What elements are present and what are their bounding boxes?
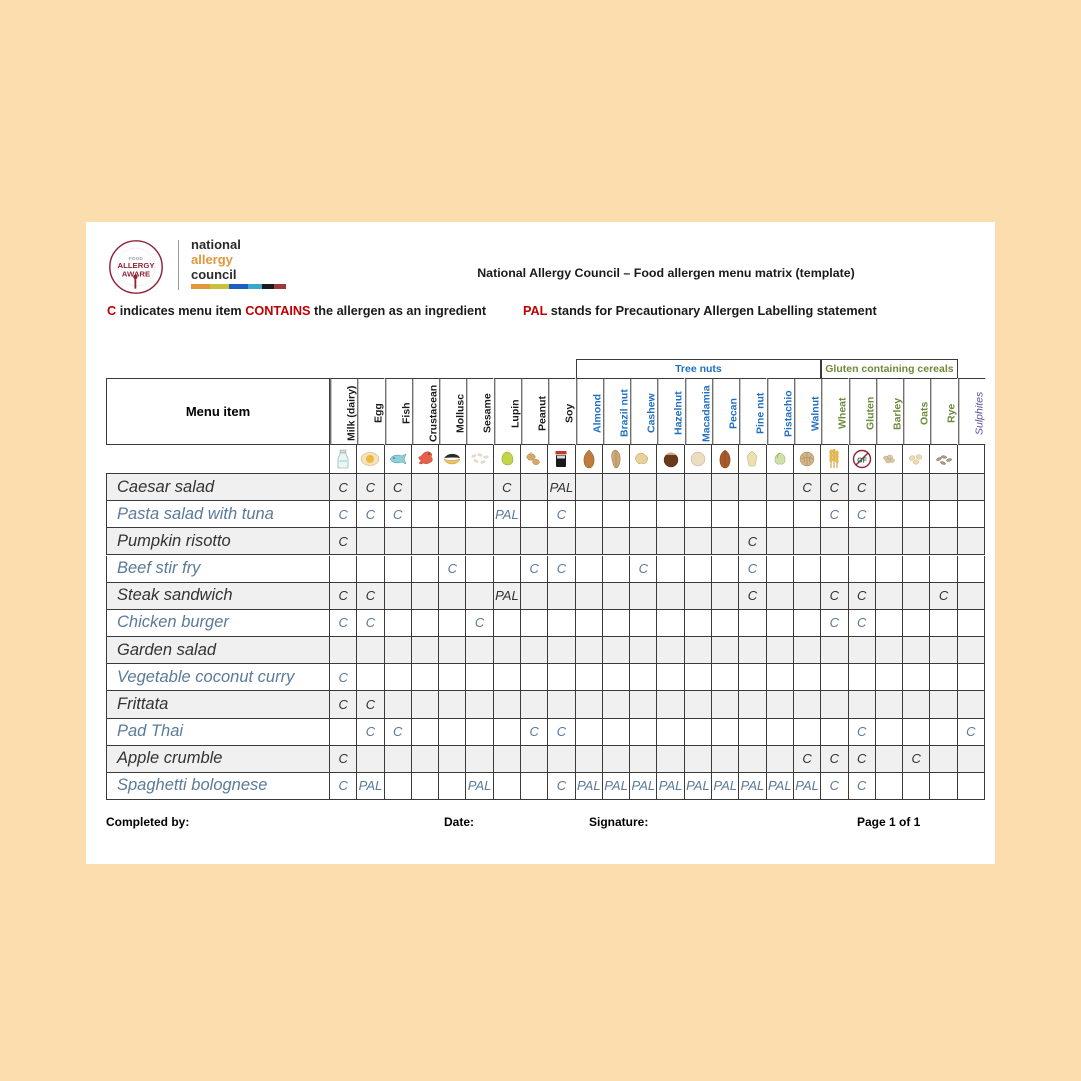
svg-text:GF: GF	[857, 458, 867, 465]
svg-text:ALLERGY: ALLERGY	[117, 261, 155, 270]
